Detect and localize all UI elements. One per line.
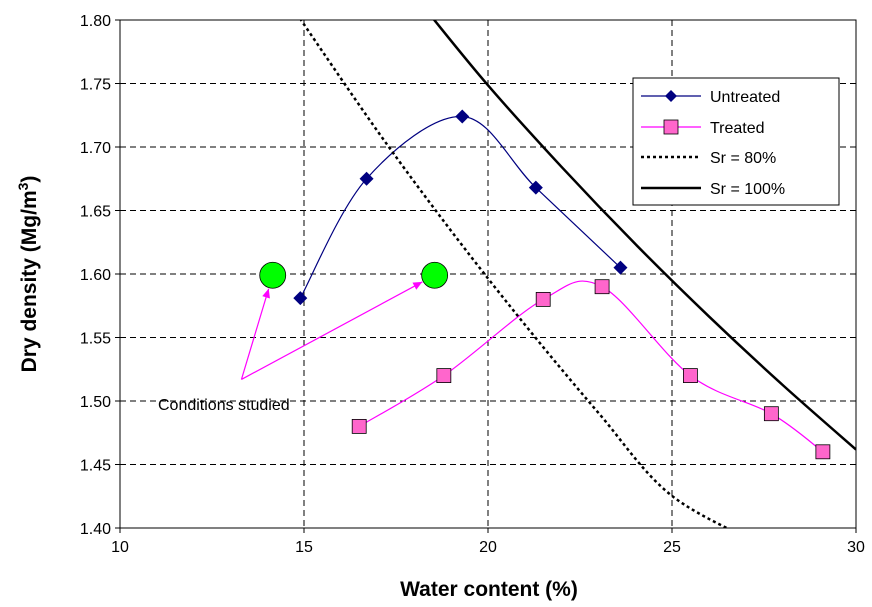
studied-condition-point — [421, 261, 449, 289]
annotation-arrow-head — [412, 281, 423, 290]
untreated-point — [528, 180, 543, 195]
annotation-arrow-line — [241, 281, 423, 380]
series-line-sr-80 — [299, 20, 730, 528]
x-axis-title: Water content (%) — [400, 578, 578, 601]
tick-labels: 10 15 20 25 30 1.40 1.45 1.50 1.55 1.60 1.65 1.70 1.… — [80, 13, 865, 556]
y-axis-title-main: Dry density (Mg/m — [18, 190, 41, 372]
series-line-sr-100 — [432, 20, 856, 451]
untreated-point — [613, 260, 628, 275]
treated-point — [436, 368, 452, 384]
legend-sr100-label: Sr = 100% — [710, 181, 785, 198]
x-tick-label: 25 — [663, 539, 681, 556]
annotation-arrow-head — [262, 288, 270, 299]
y-tick-label: 1.45 — [80, 458, 111, 475]
x-tick-label: 10 — [111, 539, 129, 556]
legend-untreated-marker — [665, 90, 677, 102]
treated-point — [815, 444, 831, 460]
legend-untreated-label: Untreated — [710, 89, 780, 106]
annotation-group: Conditions studied — [158, 281, 423, 414]
x-tick-label: 15 — [295, 539, 313, 556]
untreated-point — [455, 109, 470, 124]
y-tick-label: 1.40 — [80, 521, 111, 538]
treated-point — [535, 291, 551, 307]
legend: Untreated Treated Sr = 80% Sr = 100% — [632, 77, 840, 206]
legend-entry-untreated: Untreated — [641, 89, 780, 106]
y-tick-label: 1.75 — [80, 77, 111, 94]
legend-sr80-label: Sr = 80% — [710, 150, 776, 167]
x-tick-label: 20 — [479, 539, 497, 556]
y-tick-label: 1.55 — [80, 331, 111, 348]
legend-box — [632, 77, 840, 206]
treated-point — [763, 406, 779, 422]
y-tick-label: 1.80 — [80, 13, 111, 30]
annotation-text: Conditions studied — [158, 397, 290, 414]
y-axis-title-superscript: 3 — [15, 182, 31, 190]
markers-layer — [259, 109, 831, 460]
studied-condition-point — [259, 261, 287, 289]
legend-entry-treated: Treated — [641, 119, 765, 137]
treated-point — [594, 279, 610, 295]
untreated-point — [293, 291, 308, 306]
treated-point — [351, 418, 367, 434]
legend-treated-label: Treated — [710, 120, 765, 137]
y-tick-label: 1.50 — [80, 394, 111, 411]
y-tick-label: 1.65 — [80, 204, 111, 221]
x-tick-label: 30 — [847, 539, 865, 556]
legend-entry-sr100: Sr = 100% — [641, 181, 785, 198]
y-axis-title: Dry density (Mg/m3) — [15, 176, 41, 373]
y-tick-label: 1.60 — [80, 267, 111, 284]
annotation-arrow-line — [240, 288, 270, 380]
y-axis-title-close: ) — [18, 176, 41, 183]
legend-entry-sr80: Sr = 80% — [641, 150, 776, 167]
legend-treated-marker — [663, 119, 679, 135]
untreated-point — [359, 171, 374, 186]
y-tick-label: 1.70 — [80, 140, 111, 157]
treated-point — [683, 368, 698, 384]
